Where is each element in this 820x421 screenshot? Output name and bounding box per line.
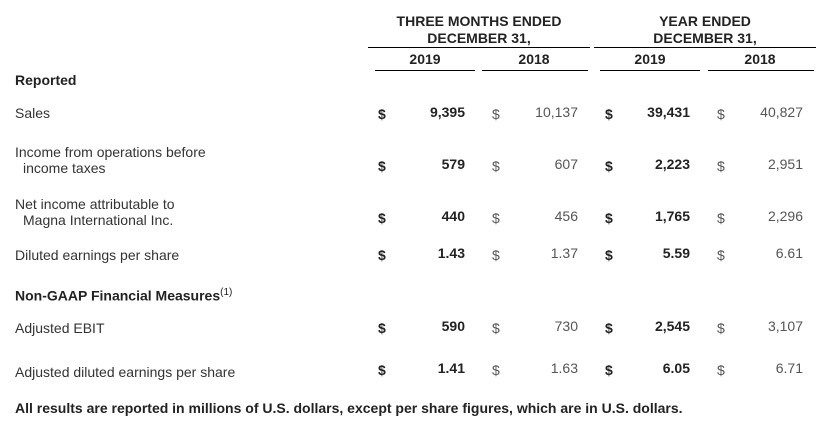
value-q-2018: 456: [554, 208, 578, 224]
currency-symbol: $: [378, 106, 386, 122]
value-q-2019: 440: [441, 208, 465, 224]
value-y-2019: 2,223: [654, 156, 690, 172]
currency-symbol: $: [492, 158, 500, 174]
value-y-2018: 40,827: [760, 104, 803, 120]
footnote-marker: (1): [220, 287, 233, 298]
currency-symbol: $: [378, 210, 386, 226]
year-ended-header: YEAR ENDED DECEMBER 31,: [594, 13, 816, 47]
three-months-rule: [368, 47, 590, 48]
year-rule-y-2019: [600, 70, 700, 71]
row-label-line2: Magna International Inc.: [23, 212, 174, 228]
currency-symbol: $: [492, 210, 500, 226]
value-y-2019: 39,431: [647, 104, 690, 120]
value-y-2019: 1,765: [654, 208, 690, 224]
value-q-2018: 730: [554, 318, 578, 334]
currency-symbol: $: [717, 320, 725, 336]
section-non-gaap: Non-GAAP Financial Measures(1): [15, 287, 232, 304]
value-q-2019: 1.41: [437, 360, 465, 376]
value-y-2018: 2,951: [767, 156, 803, 172]
section-reported: Reported: [15, 72, 77, 88]
value-q-2019: 579: [441, 156, 465, 172]
footnote: All results are reported in millions of …: [15, 400, 683, 416]
currency-symbol: $: [492, 320, 500, 336]
three-months-header-line1: THREE MONTHS ENDED: [396, 13, 562, 29]
row-label-line2: income taxes: [23, 160, 106, 176]
row-label-diluted-eps: Diluted earnings per share: [15, 247, 180, 263]
currency-symbol: $: [378, 362, 386, 378]
currency-symbol: $: [378, 320, 386, 336]
currency-symbol: $: [717, 362, 725, 378]
row-label-net-income: Net income attributable to Magna Interna…: [15, 196, 175, 228]
three-months-header: THREE MONTHS ENDED DECEMBER 31,: [368, 13, 590, 47]
value-q-2018: 10,137: [535, 104, 578, 120]
value-q-2019: 1.43: [437, 245, 465, 261]
value-q-2018: 1.63: [550, 360, 578, 376]
year-rule-q-2019: [375, 70, 475, 71]
value-q-2019: 590: [441, 318, 465, 334]
value-y-2018: 6.61: [775, 245, 803, 261]
currency-symbol: $: [605, 362, 613, 378]
row-label-sales: Sales: [15, 105, 51, 121]
value-y-2018: 6.71: [775, 360, 803, 376]
currency-symbol: $: [717, 210, 725, 226]
row-label-adjusted-ebit: Adjusted EBIT: [15, 320, 105, 336]
year-header-q-2018: 2018: [518, 51, 550, 67]
value-y-2019: 6.05: [662, 360, 690, 376]
year-rule-y-2018: [708, 70, 814, 71]
value-q-2018: 607: [554, 156, 578, 172]
currency-symbol: $: [605, 210, 613, 226]
value-q-2019: 9,395: [429, 104, 465, 120]
currency-symbol: $: [605, 247, 613, 263]
value-y-2018: 3,107: [767, 318, 803, 334]
three-months-header-line2: DECEMBER 31,: [427, 30, 531, 46]
value-y-2018: 2,296: [767, 208, 803, 224]
currency-symbol: $: [492, 362, 500, 378]
value-y-2019: 2,545: [654, 318, 690, 334]
year-ended-header-line2: DECEMBER 31,: [653, 30, 757, 46]
currency-symbol: $: [378, 247, 386, 263]
currency-symbol: $: [605, 106, 613, 122]
currency-symbol: $: [492, 106, 500, 122]
value-y-2019: 5.59: [662, 245, 690, 261]
year-header-q-2019: 2019: [409, 51, 441, 67]
currency-symbol: $: [605, 158, 613, 174]
currency-symbol: $: [717, 158, 725, 174]
currency-symbol: $: [605, 320, 613, 336]
year-header-y-2019: 2019: [634, 51, 666, 67]
year-ended-header-line1: YEAR ENDED: [659, 13, 751, 29]
currency-symbol: $: [717, 106, 725, 122]
year-rule-q-2018: [482, 70, 588, 71]
row-label-income-from-operations: Income from operations before income tax…: [15, 144, 206, 176]
row-label-line1: Income from operations before: [15, 144, 206, 160]
currency-symbol: $: [492, 247, 500, 263]
section-non-gaap-title: Non-GAAP Financial Measures: [15, 287, 221, 304]
year-ended-rule: [594, 47, 816, 48]
row-label-line1: Net income attributable to: [15, 196, 175, 212]
year-header-y-2018: 2018: [744, 51, 776, 67]
currency-symbol: $: [378, 158, 386, 174]
value-q-2018: 1.37: [550, 245, 578, 261]
currency-symbol: $: [717, 247, 725, 263]
row-label-adjusted-diluted-eps: Adjusted diluted earnings per share: [15, 364, 236, 380]
